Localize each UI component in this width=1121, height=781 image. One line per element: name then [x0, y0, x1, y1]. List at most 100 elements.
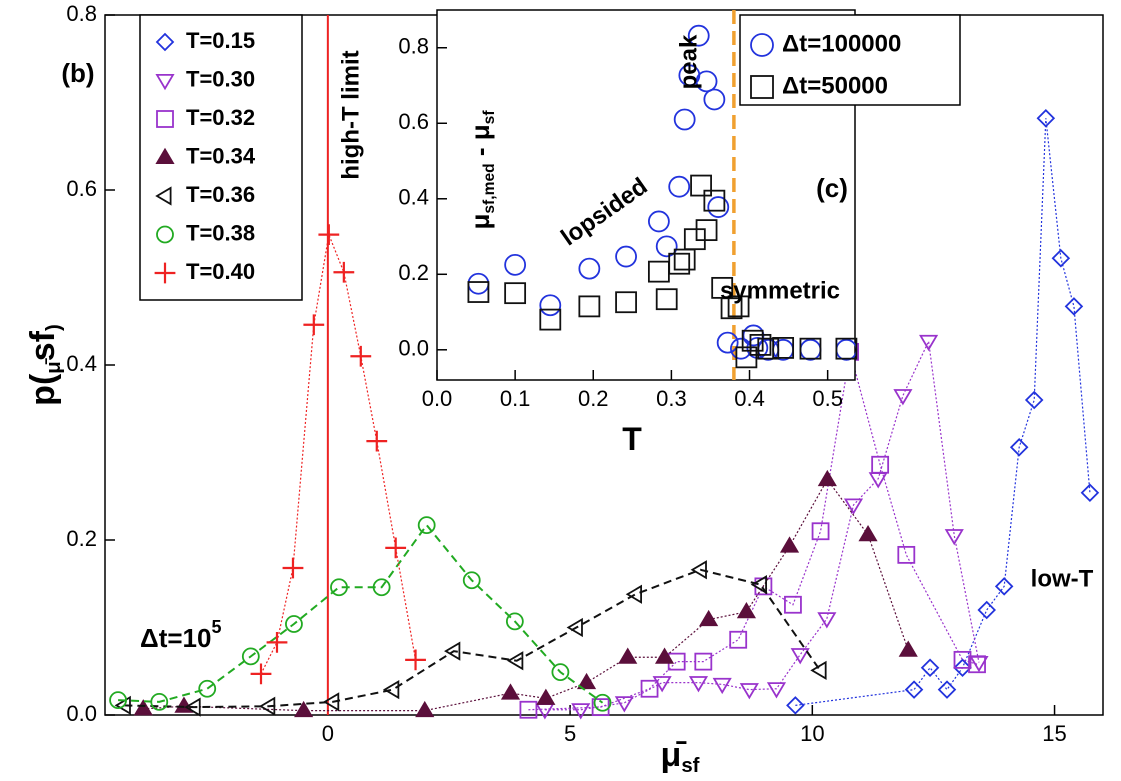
marker	[695, 219, 718, 242]
y-axis-label-part: sf,med	[481, 163, 498, 213]
marker	[155, 32, 175, 52]
marker	[703, 88, 726, 111]
marker	[618, 647, 638, 664]
series-line	[124, 568, 821, 709]
y-tick-label: 0.4	[66, 351, 97, 376]
marker	[690, 174, 712, 197]
marker	[382, 680, 400, 700]
marker	[1024, 390, 1044, 410]
annotation: high-T limit	[337, 50, 364, 179]
marker	[749, 333, 772, 356]
marker	[282, 557, 304, 579]
marker	[184, 697, 201, 717]
marker	[258, 696, 276, 716]
marker	[750, 575, 767, 595]
marker	[578, 257, 601, 280]
marker	[1051, 248, 1071, 268]
x-tick-label: 0.4	[734, 386, 765, 411]
series-line	[118, 523, 604, 704]
y-tick-label: 0.0	[398, 336, 429, 361]
dt-label: Δt=105	[140, 617, 221, 653]
y-axis-label-part: )	[44, 324, 66, 331]
marker	[155, 186, 172, 206]
marker	[757, 337, 780, 360]
marker	[668, 175, 691, 198]
marker	[109, 691, 127, 710]
marker	[504, 253, 527, 276]
y-axis-label: p(μ̄sf)	[24, 324, 66, 406]
x-tick-label: 0.0	[422, 386, 453, 411]
marker	[741, 329, 764, 352]
y-tick-label: 0.0	[66, 701, 97, 726]
marker	[673, 108, 696, 131]
marker	[551, 663, 570, 682]
marker	[790, 648, 810, 665]
marker	[566, 617, 583, 638]
marker	[968, 655, 986, 674]
marker	[716, 331, 739, 354]
y-axis-label: μsf,med - μsf	[465, 110, 498, 230]
marker	[944, 529, 964, 546]
marker	[786, 696, 805, 715]
annotation: (c)	[816, 173, 848, 203]
marker	[614, 696, 634, 713]
x-axis-label-part: T	[622, 421, 642, 457]
marker	[156, 225, 174, 244]
marker	[593, 693, 612, 712]
marker	[720, 297, 743, 320]
marker	[417, 516, 436, 535]
marker	[1080, 483, 1100, 503]
marker	[688, 676, 709, 693]
marker	[385, 537, 407, 559]
marker	[155, 147, 175, 165]
marker	[462, 571, 481, 590]
marker	[687, 24, 710, 47]
marker	[536, 688, 556, 705]
marker	[655, 288, 678, 311]
marker	[690, 560, 707, 580]
marker	[625, 584, 642, 604]
marker	[994, 577, 1014, 596]
marker	[893, 389, 913, 406]
dt-label-base: Δt=10	[140, 623, 211, 653]
marker	[405, 649, 426, 671]
y-tick-label: 0.4	[398, 185, 429, 210]
y-axis-label-part: p(	[24, 373, 62, 406]
legend-label: T=0.34	[186, 143, 256, 168]
marker	[114, 695, 131, 715]
marker	[303, 314, 325, 336]
marker	[810, 660, 827, 680]
marker	[703, 189, 726, 212]
y-axis-label-part: sf	[481, 110, 498, 125]
marker	[668, 252, 691, 275]
legend-label: T=0.32	[186, 105, 255, 130]
marker	[683, 228, 706, 251]
marker	[571, 703, 591, 720]
legend-label: Δt=50000	[782, 72, 888, 99]
x-axis-label-part: sf	[681, 756, 699, 778]
legend-label: Δt=100000	[782, 30, 901, 57]
marker	[1036, 108, 1056, 128]
marker	[699, 609, 719, 627]
marker	[155, 74, 175, 91]
marker	[735, 346, 758, 369]
dt-label-sup: 5	[211, 617, 221, 637]
marker	[576, 672, 597, 690]
x-tick-label: 15	[1042, 721, 1066, 746]
legend-label: T=0.30	[186, 66, 255, 91]
marker	[695, 70, 718, 93]
y-tick-label: 0.6	[66, 176, 97, 201]
marker	[519, 700, 538, 719]
marker	[817, 469, 837, 487]
marker	[736, 601, 757, 619]
marker	[507, 651, 524, 671]
marker	[772, 337, 795, 359]
marker	[712, 677, 732, 695]
legend-box	[739, 14, 961, 106]
plot-frame	[436, 9, 856, 381]
marker	[372, 578, 391, 597]
marker	[727, 295, 750, 318]
marker	[539, 294, 562, 317]
marker	[539, 308, 562, 331]
